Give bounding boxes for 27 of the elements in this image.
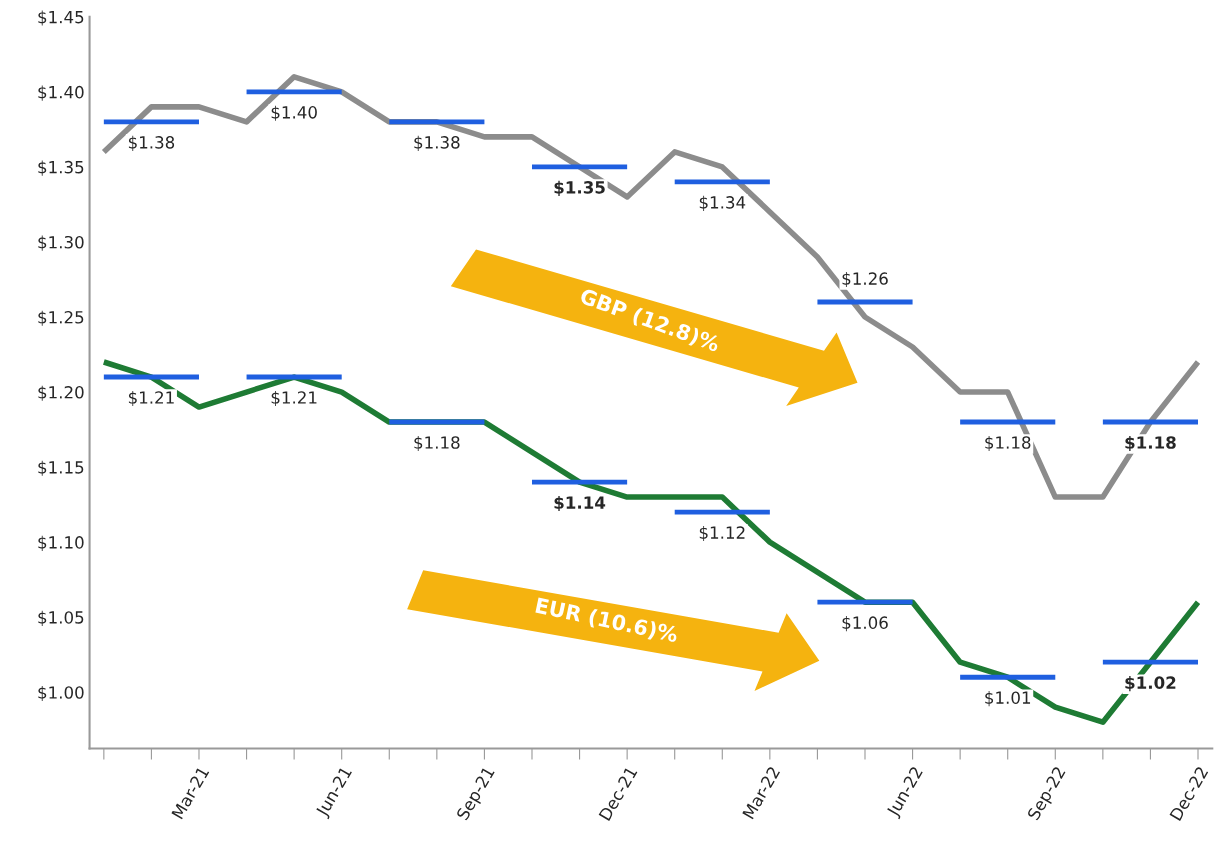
data-label: $1.02 xyxy=(1125,676,1176,692)
y-tick-label: $1.45 xyxy=(38,10,84,26)
y-tick-label: $1.25 xyxy=(38,310,84,326)
data-label: $1.18 xyxy=(414,435,460,452)
y-tick-label: $1.35 xyxy=(38,160,84,176)
data-label: $1.06 xyxy=(842,616,888,632)
data-label: $1.01 xyxy=(985,691,1031,707)
data-label: $1.12 xyxy=(699,525,745,542)
y-tick-label: $1.10 xyxy=(38,535,84,551)
y-tick-label: $1.00 xyxy=(38,685,84,701)
y-tick-label: $1.20 xyxy=(38,385,84,401)
data-label: $1.38 xyxy=(128,135,175,151)
data-label: $1.21 xyxy=(128,390,174,407)
y-tick-label: $1.15 xyxy=(38,460,84,476)
y-tick-label: $1.30 xyxy=(38,235,84,251)
data-label: $1.14 xyxy=(554,495,606,512)
data-label: $1.34 xyxy=(699,195,746,211)
data-label: $1.21 xyxy=(271,390,317,407)
data-label: $1.40 xyxy=(271,105,317,121)
data-label: $1.18 xyxy=(1125,435,1176,452)
y-tick-label: $1.40 xyxy=(38,85,84,101)
data-label: $1.38 xyxy=(414,135,460,151)
data-label: $1.35 xyxy=(554,180,605,196)
data-label: $1.26 xyxy=(842,271,888,288)
y-tick-label: $1.05 xyxy=(38,610,84,626)
annotation: EUR (10.6)% xyxy=(534,596,679,645)
data-label: $1.18 xyxy=(985,435,1031,452)
